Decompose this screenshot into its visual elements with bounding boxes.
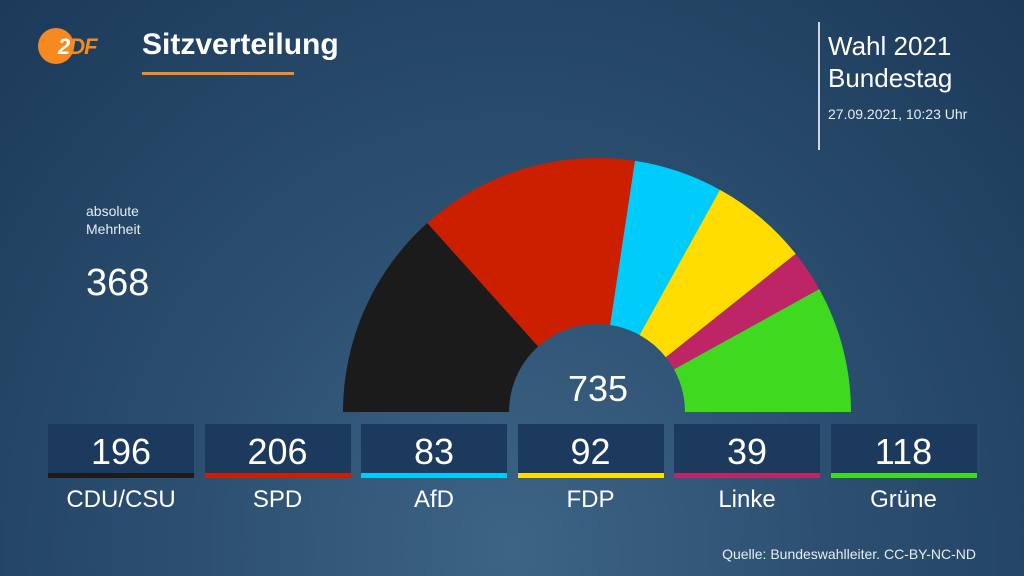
party-seats-gr-ne: 118	[830, 424, 977, 478]
party-color-bar-afd	[361, 473, 507, 478]
source-note: Quelle: Bundeswahlleiter. CC-BY-NC-ND	[722, 546, 976, 562]
party-label-gr-ne: Grüne	[870, 486, 937, 513]
majority-value: 368	[86, 262, 150, 304]
party-card-linke: 39 Linke	[674, 424, 820, 514]
zdf-logo: 2DF	[38, 28, 108, 64]
zdf-logo-circle	[38, 28, 74, 64]
party-seats-fdp: 92	[517, 424, 664, 478]
party-color-bar-linke	[674, 473, 820, 478]
party-card-cdu-csu: 196 CDU/CSU	[48, 424, 194, 514]
party-label-fdp: FDP	[566, 486, 615, 513]
majority-label-line2: Mehrheit	[86, 221, 141, 237]
seat-segment-fdp	[639, 189, 796, 358]
party-color-bar-gr-ne	[830, 473, 977, 478]
election-body: Bundestag	[828, 63, 953, 93]
seat-segment-gr-ne	[674, 289, 851, 412]
party-card-fdp: 92 FDP	[517, 424, 664, 514]
party-color-bar-fdp	[517, 473, 664, 478]
party-card-gr-ne: 118 Grüne	[830, 424, 977, 514]
party-card-spd: 206 SPD	[204, 424, 351, 514]
seat-segment-cdu-csu	[343, 223, 539, 412]
page-title: Sitzverteilung	[142, 28, 339, 61]
party-seats-spd: 206	[204, 424, 351, 478]
seat-segment-afd	[610, 160, 720, 335]
party-seats-afd: 83	[361, 424, 507, 478]
majority-label: absolute Mehrheit	[86, 202, 140, 238]
timestamp: 27.09.2021, 10:23 Uhr	[828, 106, 968, 122]
parliament-chart	[343, 158, 851, 412]
zdf-logo-text: 2DF	[58, 34, 98, 59]
party-seats-linke: 39	[674, 424, 820, 478]
title-underline	[142, 72, 294, 75]
header-divider	[818, 22, 820, 150]
election-info: Wahl 2021 Bundestag	[828, 30, 952, 94]
election-year: Wahl 2021	[828, 31, 952, 61]
total-seats: 735	[567, 368, 629, 409]
seat-segment-spd	[427, 158, 635, 347]
party-label-spd: SPD	[252, 486, 303, 513]
party-label-cdu-csu: CDU/CSU	[66, 486, 176, 513]
party-seats-cdu-csu: 196	[48, 424, 194, 478]
party-label-afd: AfD	[413, 486, 454, 513]
majority-label-line1: absolute	[86, 203, 139, 219]
party-color-bar-spd	[204, 473, 351, 478]
party-color-bar-cdu-csu	[48, 473, 194, 478]
party-label-linke: Linke	[718, 486, 776, 513]
seat-segment-linke	[665, 253, 820, 370]
party-card-afd: 83 AfD	[361, 424, 507, 514]
